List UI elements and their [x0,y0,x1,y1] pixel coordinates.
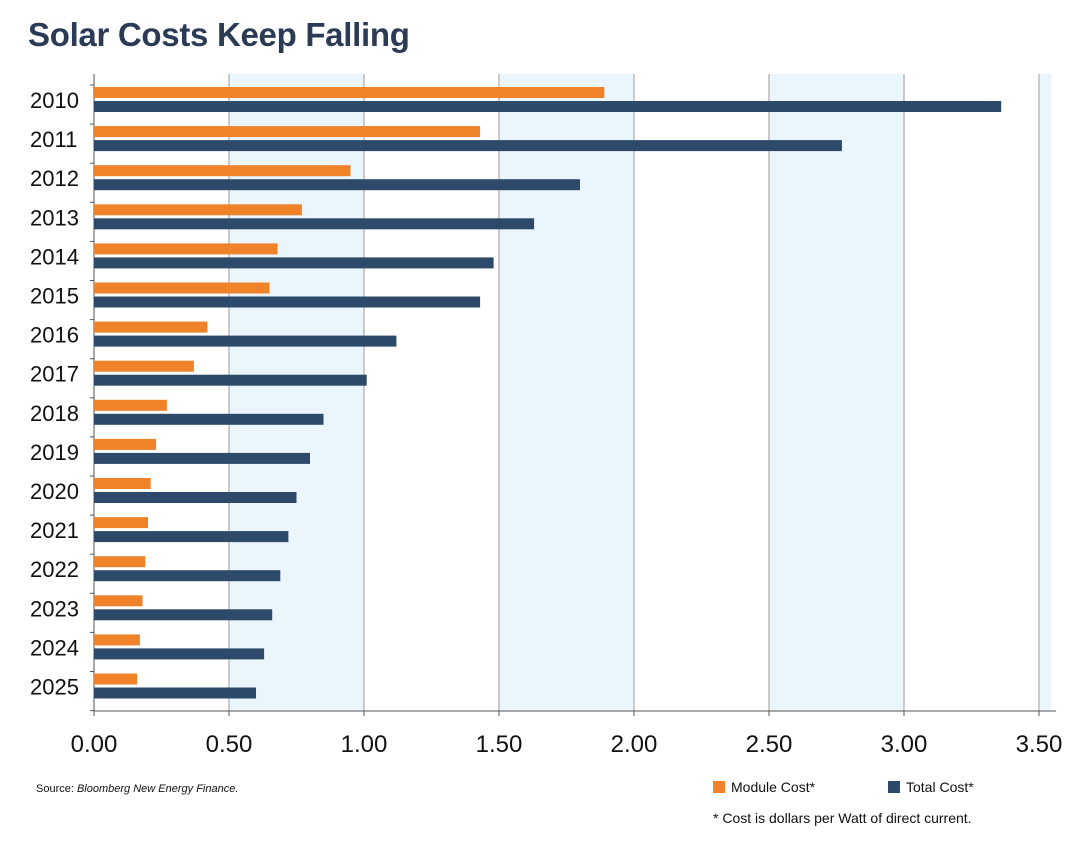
bar-total-cost [94,492,297,503]
x-tick-label: 2.50 [746,731,793,758]
bar-module-cost [94,438,157,450]
legend-label-module: Module Cost* [731,779,816,795]
bar-total-cost [94,296,481,308]
bar-module-cost [94,673,138,685]
y-tick-label: 2019 [30,440,79,465]
footnote: * Cost is dollars per Watt of direct cur… [713,810,972,826]
bar-total-cost [94,687,256,699]
bar-module-cost [94,399,167,411]
bar-module-cost [94,165,351,177]
bar-total-cost [94,531,289,543]
y-tick-label: 2023 [30,596,79,621]
x-tick-label: 1.00 [341,731,388,758]
y-tick-label: 2017 [30,362,79,387]
y-tick-label: 2025 [30,675,79,700]
bar-total-cost [94,140,842,152]
bar-total-cost [94,257,494,269]
y-tick-label: 2011 [30,127,77,152]
bar-total-cost [94,570,281,582]
bar-total-cost [94,413,324,425]
bar-total-cost [94,218,535,230]
x-tick-label: 0.50 [206,731,253,758]
source-prefix: Source: [36,783,77,795]
grid-band [1039,74,1052,711]
x-tick-label: 3.50 [1016,731,1063,758]
legend-label-total: Total Cost* [906,779,974,795]
y-tick-label: 2021 [30,518,79,543]
bar-module-cost [94,634,140,646]
y-tick-label: 2022 [30,557,79,582]
bar-total-cost [94,452,310,464]
bar-module-cost [94,243,278,255]
y-tick-label: 2013 [30,205,79,230]
x-tick-label: 2.00 [611,731,658,758]
bar-total-cost [94,648,265,660]
chart-title: Solar Costs Keep Falling [28,16,410,53]
x-tick-label: 1.50 [476,731,523,758]
y-tick-label: 2014 [30,244,79,269]
bar-total-cost [94,335,397,347]
bar-module-cost [94,360,194,372]
legend-swatch-module [713,781,725,793]
grid-band [499,74,634,711]
y-tick-label: 2024 [30,635,79,660]
y-tick-label: 2012 [30,166,79,191]
y-tick-label: 2020 [30,479,79,504]
y-tick-label: 2010 [30,88,79,113]
bar-module-cost [94,556,146,568]
x-tick-label: 0.00 [71,731,118,758]
y-tick-label: 2018 [30,401,79,426]
source-name: Bloomberg New Energy Finance. [76,783,239,795]
bar-module-cost [94,517,148,529]
bar-module-cost [94,282,270,294]
y-tick-label: 2015 [30,284,79,309]
bar-total-cost [94,179,580,191]
legend-item-module: Module Cost* [713,779,815,795]
grid-band [769,74,904,711]
source-note: Source: Bloomberg New Energy Finance. [36,783,238,795]
bar-chart: 0.00 0.50 1.00 1.50 2.00 2.50 3.00 3.50 2010 2011… [30,74,1063,758]
bar-total-cost [94,609,273,621]
y-tick-label: 2016 [30,323,79,348]
bar-module-cost [94,204,302,216]
legend-item-total: Total Cost* [888,779,974,795]
bar-module-cost [94,87,605,98]
bar-module-cost [94,478,151,489]
bar-module-cost [94,321,208,333]
x-tick-label: 3.00 [881,731,928,758]
bar-total-cost [94,374,367,386]
bar-module-cost [94,595,143,607]
bar-module-cost [94,126,481,138]
legend-swatch-total [888,781,900,793]
bar-total-cost [94,101,1002,112]
